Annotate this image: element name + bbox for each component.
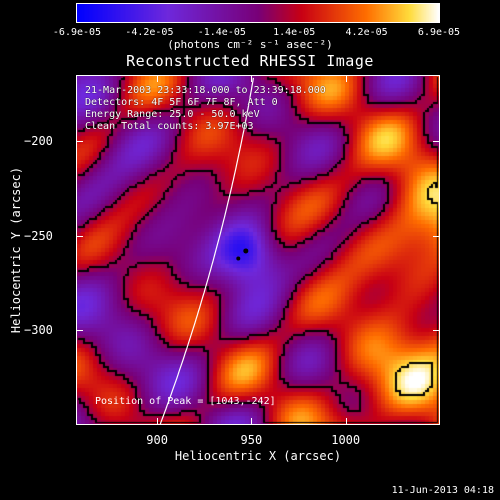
- y-tick-label: −300: [24, 323, 53, 338]
- info-line-counts: Clean Total counts: 3.97E+03: [85, 121, 254, 132]
- info-line-detectors: Detectors: 4F 5F 6F 7F 8F, Att 0: [85, 97, 278, 108]
- y-tick-label: −200: [24, 134, 53, 149]
- info-line-energy: Energy Range: 25.0 - 50.0 keV: [85, 109, 260, 120]
- x-tick-mark: [345, 418, 347, 425]
- y-tick-mark: [433, 235, 440, 237]
- colorbar-tick-label: 4.2e-05: [345, 27, 388, 38]
- colorbar-tick-label: 6.9e-05: [417, 27, 461, 38]
- colorbar: [76, 3, 440, 23]
- y-tick-mark: [76, 141, 83, 143]
- x-tick-label: 900: [146, 433, 168, 447]
- x-axis-label: Heliocentric X (arcsec): [174, 449, 342, 463]
- y-tick-mark: [433, 141, 440, 143]
- y-tick-mark: [433, 330, 440, 332]
- colorbar-units: (photons cm⁻² s⁻¹ asec⁻²): [167, 38, 333, 51]
- colorbar-tick-label: -4.2e-05: [125, 27, 174, 38]
- plot-area: 21-Mar-2003 23:33:18.000 to 23:39:18.000…: [76, 75, 440, 425]
- heatmap-image: [77, 76, 439, 424]
- y-tick-mark: [76, 235, 83, 237]
- info-line-time: 21-Mar-2003 23:33:18.000 to 23:39:18.000: [85, 85, 326, 96]
- colorbar-tick-label: -1.4e-05: [197, 27, 246, 38]
- colorbar-tick-label: -6.9e-05: [52, 27, 102, 38]
- colorbar-tick-label: 1.4e-05: [273, 27, 316, 38]
- min-marker-secondary: [236, 256, 241, 261]
- x-tick-mark: [157, 75, 159, 82]
- min-marker: [243, 248, 249, 254]
- chart-title: Reconstructed RHESSI Image: [126, 52, 374, 70]
- y-tick-label: −250: [24, 228, 53, 243]
- x-tick-mark: [345, 75, 347, 82]
- x-tick-mark: [251, 418, 253, 425]
- peak-label: Position of Peak = [1043,-242]: [95, 396, 276, 407]
- x-tick-mark: [251, 75, 253, 82]
- footer-date: 11-Jun-2013 04:18: [391, 485, 494, 496]
- x-tick-label: 950: [240, 433, 263, 447]
- x-tick-label: 1000: [331, 433, 361, 447]
- y-tick-mark: [76, 330, 83, 332]
- overlay-layer: [159, 77, 254, 424]
- x-tick-mark: [157, 418, 159, 425]
- y-axis-label: Heliocentric Y (arcsec): [9, 166, 23, 334]
- solar-limb-line: [159, 77, 254, 424]
